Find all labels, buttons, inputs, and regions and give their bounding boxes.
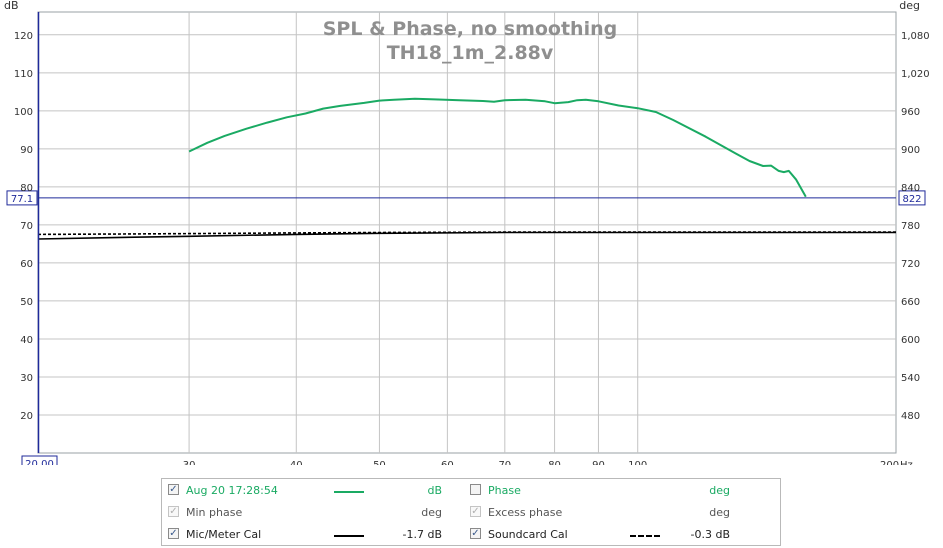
series-soundcard-cal (37, 231, 896, 236)
legend: ✓ Aug 20 17:28:54 dB Phase deg ✓ Min pha… (161, 478, 781, 546)
x-start-label: 20.00 (25, 459, 54, 465)
legend-value: dB (427, 484, 442, 497)
checkbox-icon[interactable]: ✓ (168, 484, 179, 495)
checkbox-icon[interactable]: ✓ (168, 528, 179, 539)
legend-item-mic-cal[interactable]: ✓ Mic/Meter Cal -1.7 dB (168, 525, 468, 545)
legend-row: ✓ Mic/Meter Cal -1.7 dB ✓ Soundcard Cal … (162, 525, 780, 545)
x-tick-label: 70 (498, 460, 511, 465)
y-tick-label: 110 (14, 69, 33, 80)
cursor-left-label: 77.1 (11, 194, 33, 205)
y-tick-label: 90 (20, 145, 33, 156)
legend-value: deg (421, 506, 442, 519)
y-tick-label: 80 (20, 183, 33, 194)
y2-tick-label: 840 (901, 183, 920, 194)
checkbox-icon[interactable] (470, 484, 481, 495)
legend-value: deg (709, 484, 730, 497)
y-tick-label: 70 (20, 221, 33, 232)
y2-tick-label: 480 (901, 411, 920, 422)
legend-row: ✓ Aug 20 17:28:54 dB Phase deg (162, 481, 780, 501)
y2-tick-label: 1,020 (901, 69, 930, 80)
legend-label: Aug 20 17:28:54 (186, 484, 278, 497)
legend-item-soundcard-cal[interactable]: ✓ Soundcard Cal -0.3 dB (470, 525, 776, 545)
legend-item-excess-phase[interactable]: ✓ Excess phase deg (470, 503, 776, 523)
y2-tick-label: 960 (901, 107, 920, 118)
cursor-right-box (898, 190, 926, 206)
x-tick-label: 50 (373, 460, 386, 465)
y-tick-label: 60 (20, 259, 33, 270)
legend-swatch (630, 535, 660, 537)
x-tick-label: 30 (183, 460, 196, 465)
checkbox-icon[interactable]: ✓ (168, 506, 179, 517)
x-tick-label: 100 (628, 460, 647, 465)
chart-svg: 77.1 822 20 30 40 50 60 70 80 90 100 110 120 480 540 6… (4, 0, 930, 471)
y2-tick-label: 720 (901, 259, 920, 270)
legend-label: Min phase (186, 506, 243, 519)
legend-swatch (334, 535, 364, 537)
legend-item-min-phase[interactable]: ✓ Min phase deg (168, 503, 468, 523)
legend-label: Soundcard Cal (488, 528, 568, 541)
x-tick-label: 40 (290, 460, 303, 465)
legend-label: Mic/Meter Cal (186, 528, 262, 541)
x-end-tick-label: 200 (880, 460, 899, 465)
y2-tick-label: 600 (901, 335, 920, 346)
x-axis-unit: Hz (900, 460, 913, 465)
y2-tick-label: 540 (901, 373, 920, 384)
legend-label: Phase (488, 484, 521, 497)
x-tick-label: 90 (592, 460, 605, 465)
y2-tick-label: 1,080 (901, 31, 930, 42)
cursor: 77.1 822 (6, 12, 926, 453)
legend-value: -1.7 dB (402, 528, 443, 541)
y2-tick-label: 900 (901, 145, 920, 156)
series-layer (37, 97, 896, 240)
y2-tick-label: 780 (901, 221, 920, 232)
legend-item-phase[interactable]: Phase deg (470, 481, 776, 501)
y-axis-unit: dB (4, 0, 19, 12)
checkbox-icon[interactable]: ✓ (470, 528, 481, 539)
y-tick-label: 20 (20, 411, 33, 422)
y2-tick-label: 660 (901, 297, 920, 308)
legend-row: ✓ Min phase deg ✓ Excess phase deg (162, 503, 780, 523)
cursor-left-box (6, 190, 38, 206)
legend-value: deg (709, 506, 730, 519)
legend-label: Excess phase (488, 506, 563, 519)
chart-title: SPL & Phase, no smoothing (323, 18, 617, 40)
series-measurement-spl (188, 97, 807, 198)
x-tick-label: 80 (548, 460, 561, 465)
y2-axis-unit: deg (899, 0, 920, 12)
y-tick-label: 50 (20, 297, 33, 308)
chart-subtitle: TH18_1m_2.88v (387, 42, 554, 64)
y-tick-label: 40 (20, 335, 33, 346)
legend-value: -0.3 dB (690, 528, 731, 541)
checkbox-icon[interactable]: ✓ (470, 506, 481, 517)
y-tick-label: 30 (20, 373, 33, 384)
x-tick-label: 60 (441, 460, 454, 465)
cursor-right-label: 822 (902, 194, 921, 205)
y-tick-label: 120 (14, 31, 33, 42)
legend-swatch (334, 491, 364, 493)
legend-item-measurement[interactable]: ✓ Aug 20 17:28:54 dB (168, 481, 468, 501)
y-tick-label: 100 (14, 107, 33, 118)
